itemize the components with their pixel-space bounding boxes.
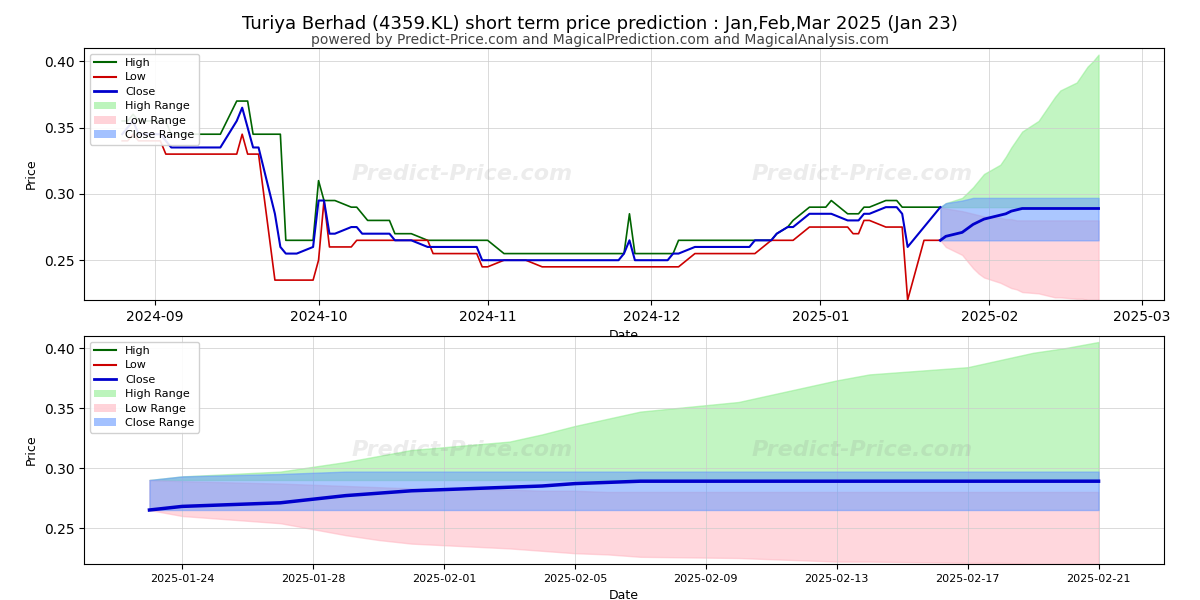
Text: Predict-Price.com: Predict-Price.com: [751, 164, 972, 184]
X-axis label: Date: Date: [610, 329, 640, 342]
Text: powered by Predict-Price.com and MagicalPrediction.com and MagicalAnalysis.com: powered by Predict-Price.com and Magical…: [311, 33, 889, 47]
Text: Predict-Price.com: Predict-Price.com: [751, 440, 972, 460]
Text: Turiya Berhad (4359.KL) short term price prediction : Jan,Feb,Mar 2025 (Jan 23): Turiya Berhad (4359.KL) short term price…: [242, 15, 958, 33]
Y-axis label: Price: Price: [25, 434, 38, 466]
Text: Predict-Price.com: Predict-Price.com: [352, 164, 572, 184]
X-axis label: Date: Date: [610, 589, 640, 600]
Legend: High, Low, Close, High Range, Low Range, Close Range: High, Low, Close, High Range, Low Range,…: [90, 341, 199, 433]
Legend: High, Low, Close, High Range, Low Range, Close Range: High, Low, Close, High Range, Low Range,…: [90, 53, 199, 145]
Text: Predict-Price.com: Predict-Price.com: [352, 440, 572, 460]
Y-axis label: Price: Price: [25, 158, 38, 190]
